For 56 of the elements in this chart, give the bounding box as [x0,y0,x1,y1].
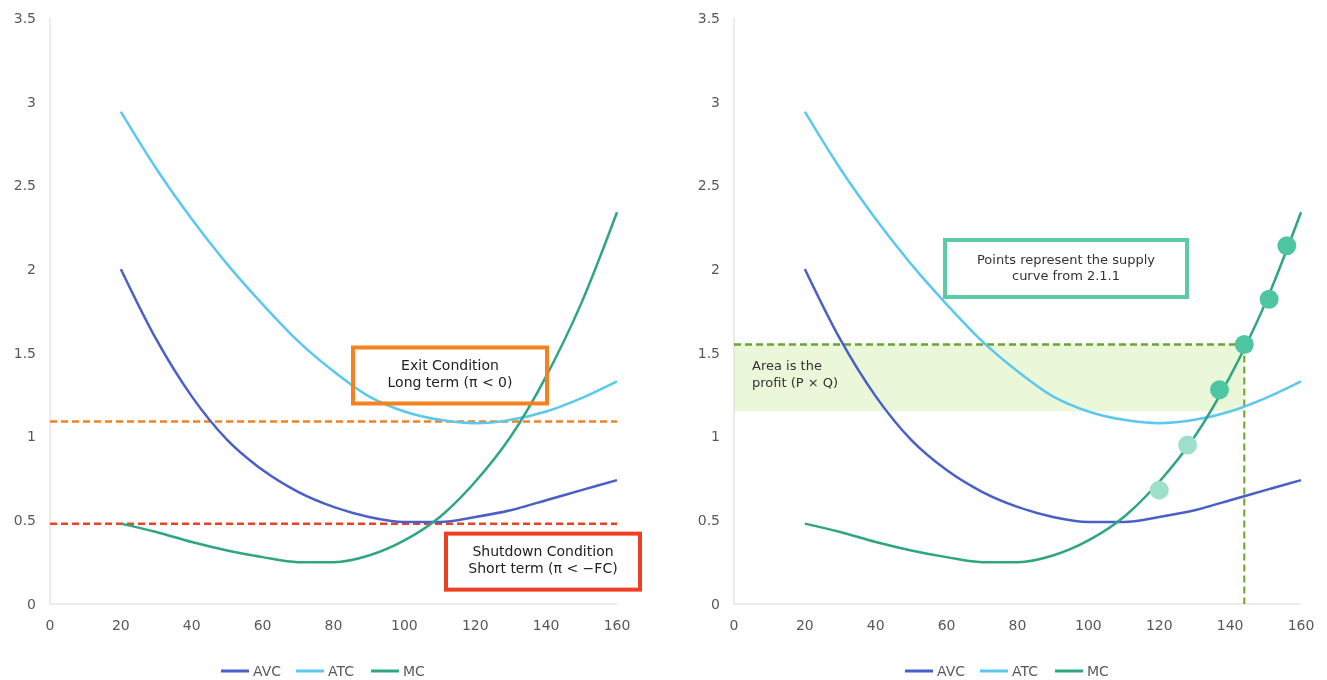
line-series [119,210,619,564]
x-tick-label: 60 [937,617,956,633]
ref-line-label: Exit Condition Long term (π < 0) [387,356,513,390]
x-tick-label: 80 [1008,617,1027,633]
band-label: Area is the profit (P × Q) [752,358,839,390]
x-tick-label: 160 [603,617,631,633]
point [1149,480,1169,500]
point [1209,380,1229,400]
x-tick-label: 60 [253,617,272,633]
line-series [803,210,1303,564]
point [1259,289,1279,309]
x-tick-label: 40 [866,617,885,633]
y-tick-label: 3.5 [13,9,36,26]
legend-label: ATC [1012,662,1039,679]
legend-label: MC [403,662,426,679]
legend-label: MC [1087,662,1110,679]
x-tick-label: 0 [729,617,739,633]
y-tick-label: 0.5 [13,512,36,529]
x-tick-label: 160 [1287,617,1315,633]
y-tick-label: 1.5 [13,344,36,361]
point [1234,334,1254,354]
x-tick-label: 20 [111,617,130,633]
y-tick-label: 3 [711,93,720,110]
line-series [803,267,1303,524]
line-series [119,267,619,524]
y-tick-label: 3.5 [697,9,720,26]
x-tick-label: 40 [182,617,201,633]
legend-label: AVC [253,662,282,679]
x-tick-label: 120 [1145,617,1173,633]
y-tick-label: 2 [711,261,720,278]
legend-label: ATC [328,662,355,679]
point [1277,236,1297,256]
x-tick-label: 20 [795,617,814,633]
ref-line-label: Shutdown Condition Short term (π < −FC) [468,542,618,577]
line-series [803,110,1303,425]
x-tick-label: 100 [1075,617,1102,633]
point [1178,435,1198,455]
y-tick-label: 0 [711,595,720,612]
y-tick-label: 1.5 [697,344,720,361]
y-tick-label: 1 [27,428,36,445]
x-tick-label: 80 [324,617,343,633]
x-tick-label: 140 [1216,617,1244,633]
y-tick-label: 0 [27,595,36,612]
x-tick-label: 0 [45,617,55,633]
line-series [119,110,619,425]
y-tick-label: 2.5 [13,177,36,194]
x-tick-label: 100 [391,617,418,633]
legend-label: AVC [937,662,966,679]
x-tick-label: 140 [532,617,560,633]
y-tick-label: 1 [711,428,720,445]
x-tick-label: 120 [461,617,489,633]
y-tick-label: 2 [27,261,36,278]
y-tick-label: 2.5 [697,177,720,194]
y-tick-label: 0.5 [697,512,720,529]
annotation: Points represent the supply curve from 2.1.1 [976,252,1156,284]
y-tick-label: 3 [27,93,36,110]
